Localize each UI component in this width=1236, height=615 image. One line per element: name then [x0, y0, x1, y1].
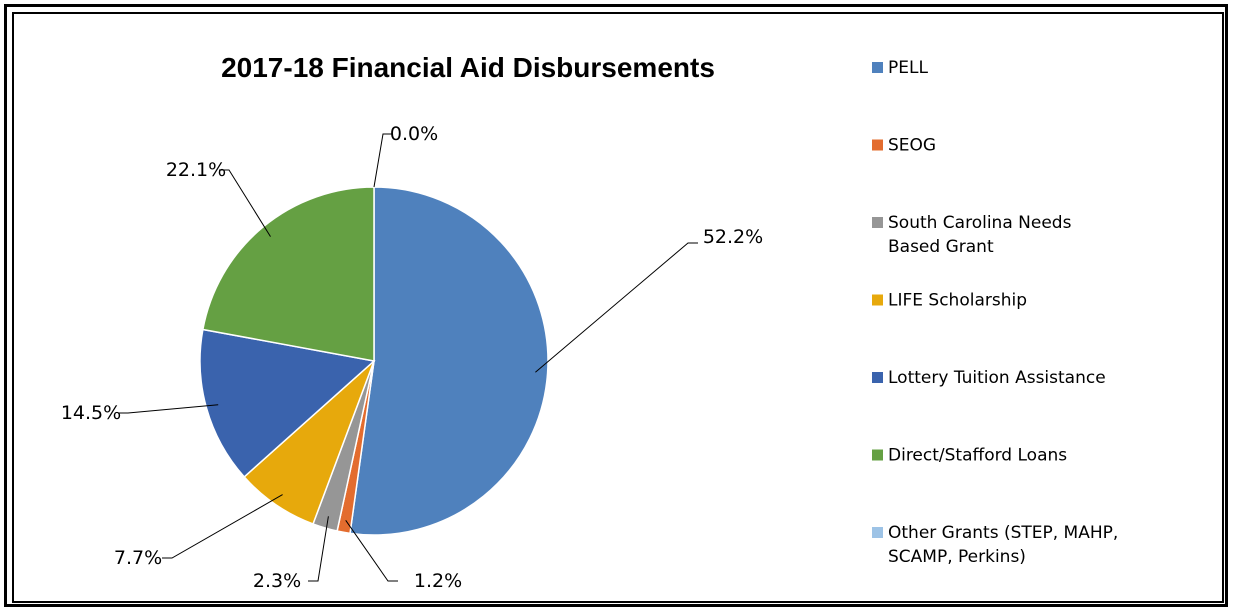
data-labels: 52.2% 1.2% 2.3% 7.7% 14.5% 22.1% 0.0% — [61, 123, 763, 592]
leader-line-life-scholarship — [162, 494, 283, 559]
legend-item-seog: SEOG — [872, 136, 936, 156]
legend-item-direct-stafford-loans: Direct/Stafford Loans — [872, 446, 1067, 466]
legend-swatch-lottery-tuition-assistance — [872, 372, 883, 383]
leader-line-other-grants-step-mahp-scamp-perkins — [373, 133, 393, 188]
data-label-seog: 1.2% — [414, 570, 462, 592]
legend-swatch-seog — [872, 139, 883, 151]
legend-label-other-grants-step-mahp-scamp-perkins: Other Grants (STEP, MAHP, SCAMP, Perkins) — [888, 523, 1118, 567]
data-label-pell: 52.2% — [703, 226, 763, 248]
leader-line-seog — [345, 520, 398, 582]
data-label-other-grants-step-mahp-scamp-perkins: 0.0% — [390, 123, 438, 145]
leader-lines — [118, 133, 698, 582]
leader-line-pell — [535, 242, 698, 373]
legend-swatch-other-grants-step-mahp-scamp-perkins — [872, 527, 883, 538]
leader-line-lottery-tuition-assistance — [118, 404, 219, 414]
legend-label-pell: PELL — [888, 58, 928, 78]
data-label-south-carolina-needs-based-grant: 2.3% — [253, 570, 301, 592]
chart-outer-border — [4, 4, 1228, 607]
legend-label-seog: SEOG — [888, 136, 936, 156]
legend-swatch-pell — [872, 62, 883, 73]
data-label-life-scholarship: 7.7% — [114, 547, 162, 569]
legend-label-life-scholarship: LIFE Scholarship — [888, 291, 1027, 311]
data-label-direct-stafford-loans: 22.1% — [166, 159, 226, 181]
leader-line-south-carolina-needs-based-grant — [308, 516, 329, 582]
legend-item-pell: PELL — [872, 58, 928, 78]
legend-item-life-scholarship: LIFE Scholarship — [872, 291, 1027, 311]
chart-inner-border — [12, 12, 1224, 603]
legend-label-direct-stafford-loans: Direct/Stafford Loans — [888, 446, 1067, 466]
legend: PELL SEOG South Carolina Needs Based Grant L… — [872, 58, 1118, 567]
pie-slice-direct-stafford-loans — [202, 186, 375, 362]
pie-slice-pell — [349, 186, 549, 536]
legend-swatch-life-scholarship — [872, 294, 883, 306]
legend-swatch-south-carolina-needs-based-grant — [872, 217, 883, 228]
legend-item-south-carolina-needs-based-grant: South Carolina Needs Based Grant — [872, 213, 1072, 257]
pie-slice-lottery-tuition-assistance — [199, 328, 376, 478]
leader-line-direct-stafford-loans — [219, 169, 271, 237]
legend-label-lottery-tuition-assistance: Lottery Tuition Assistance — [888, 368, 1106, 388]
pie-slices — [199, 186, 549, 536]
legend-label-south-carolina-needs-based-grant: South Carolina Needs Based Grant — [888, 213, 1072, 257]
legend-swatch-direct-stafford-loans — [872, 449, 883, 461]
data-label-lottery-tuition-assistance: 14.5% — [61, 402, 121, 424]
chart-title: 2017-18 Financial Aid Disbursements — [221, 52, 715, 83]
legend-item-lottery-tuition-assistance: Lottery Tuition Assistance — [872, 368, 1106, 388]
legend-item-other-grants-step-mahp-scamp-perkins: Other Grants (STEP, MAHP, SCAMP, Perkins) — [872, 523, 1118, 567]
